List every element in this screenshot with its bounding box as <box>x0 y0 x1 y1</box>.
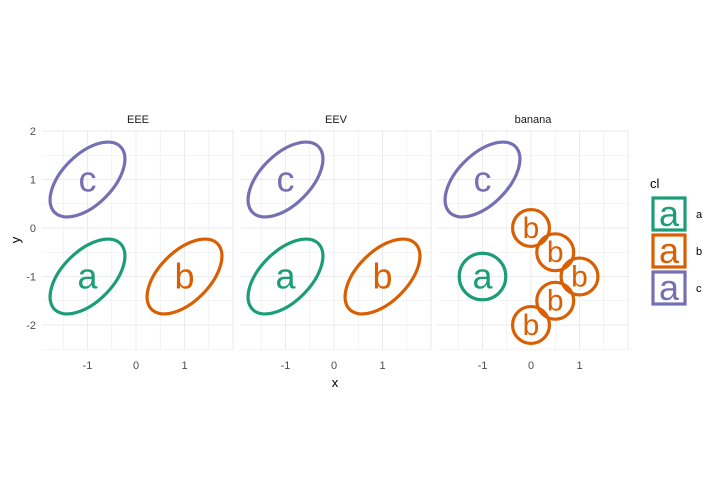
facet-title: EEE <box>127 114 149 126</box>
legend-label: b <box>696 246 702 258</box>
ellipse-c <box>48 140 127 219</box>
y-tick-label: 1 <box>30 175 36 187</box>
y-tick-label: 0 <box>30 223 36 235</box>
legend-title: cl <box>650 176 660 191</box>
ellipse-b <box>535 280 576 321</box>
x-tick-label: -1 <box>281 360 291 372</box>
cluster-label-c: c <box>277 158 295 199</box>
cluster-label-c: c <box>474 158 492 199</box>
x-tick-label: 1 <box>181 360 187 372</box>
gridlines <box>437 130 629 350</box>
gridlines <box>42 130 234 350</box>
y-tick-label: -2 <box>26 320 36 332</box>
ellipse-b <box>535 232 576 273</box>
legend-glyph: a <box>659 230 680 271</box>
x-tick-label: -1 <box>478 360 488 372</box>
cluster-label-a: a <box>77 255 98 296</box>
ellipse-b <box>145 237 224 316</box>
cluster-label-b: b <box>523 212 540 245</box>
legend-label: a <box>696 209 703 221</box>
cluster-label-b: b <box>547 285 564 318</box>
facet-title: EEV <box>325 114 348 126</box>
ellipse-c <box>443 140 522 219</box>
x-tick-label: 0 <box>133 360 139 372</box>
legend-swatch <box>651 270 687 306</box>
y-tick-label: -1 <box>26 272 36 284</box>
legend-glyph: a <box>659 267 680 308</box>
cluster-label-b: b <box>372 255 392 296</box>
x-tick-label: -1 <box>83 360 93 372</box>
legend-swatch <box>651 196 687 232</box>
y-axis-title: y <box>8 236 23 243</box>
x-tick-label: 0 <box>331 360 337 372</box>
ellipse-a <box>457 251 508 302</box>
cluster-label-b: b <box>174 255 194 296</box>
ellipse-b <box>343 237 422 316</box>
facet-panel-EEV: EEV -1 0 1 c a b <box>240 114 432 372</box>
ellipse-b <box>559 256 600 297</box>
cluster-label-a: a <box>275 255 296 296</box>
cluster-label-a: a <box>472 255 493 296</box>
x-axis-title: x <box>332 375 339 390</box>
cluster-label-b: b <box>547 236 564 269</box>
y-tick-label: 2 <box>30 126 36 138</box>
x-tick-label: 1 <box>576 360 582 372</box>
legend-label: c <box>696 283 702 295</box>
ellipse-a <box>48 237 127 316</box>
facet-title: banana <box>515 114 553 126</box>
ellipse-c <box>246 140 325 219</box>
ellipse-b <box>510 207 552 249</box>
legend: cl a aa ba c <box>650 176 703 308</box>
legend-swatch <box>651 233 687 269</box>
x-tick-label: 0 <box>528 360 534 372</box>
legend-glyph: a <box>659 193 680 234</box>
cluster-label-b: b <box>571 260 588 293</box>
facet-panel-EEE: EEE -1 0 1 -2 -1 0 1 2 c a b <box>26 114 234 372</box>
cluster-label-c: c <box>79 158 97 199</box>
ellipse-a <box>246 237 325 316</box>
ellipse-b <box>510 304 552 346</box>
x-tick-label: 1 <box>379 360 385 372</box>
cluster-label-b: b <box>523 309 540 342</box>
